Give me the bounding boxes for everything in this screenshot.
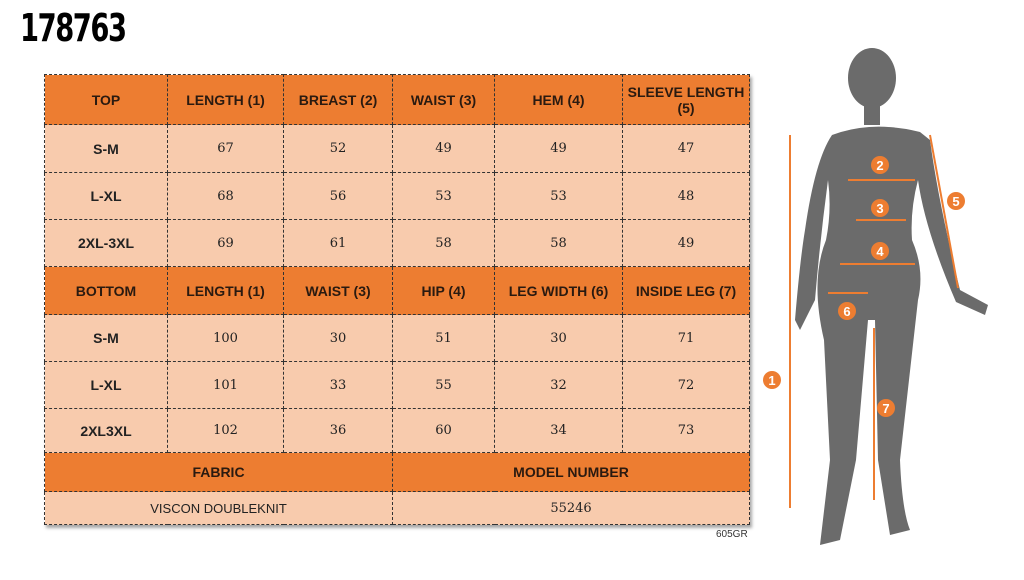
value-cell: 69 [167,219,284,267]
value-cell: 60 [392,408,495,453]
bottom-header-row: BOTTOM LENGTH (1) WAIST (3) HIP (4) LEG WIDT… [44,266,750,315]
size-cell: S-M [44,124,168,173]
bottom-header-cell: WAIST (3) [283,266,393,315]
product-code: 178763 [20,6,127,50]
fabric-value: VISCON DOUBLEKNIT [44,491,393,525]
bottom-table-row: S-M 100 30 51 30 71 [44,314,750,362]
value-cell: 30 [494,314,623,362]
top-header-cell: SLEEVE LENGTH (5) [622,74,750,125]
top-header-cell: TOP [44,74,168,125]
body-silhouette [795,48,988,546]
marker-6: 6 [838,302,856,320]
value-cell: 71 [622,314,750,362]
marker-2: 2 [871,156,889,174]
value-cell: 56 [283,172,393,220]
bottom-table-row: 2XL3XL 102 36 60 34 73 [44,408,750,453]
value-cell: 34 [494,408,623,453]
marker-3: 3 [871,199,889,217]
top-table-row: S-M 67 52 49 49 47 [44,124,750,173]
value-cell: 48 [622,172,750,220]
model-label: MODEL NUMBER [392,452,750,492]
bottom-header-cell: INSIDE LEG (7) [622,266,750,315]
value-cell: 47 [622,124,750,173]
value-cell: 52 [283,124,393,173]
svg-text:2: 2 [876,158,883,173]
info-header-row: FABRIC MODEL NUMBER [44,452,750,492]
bottom-header-cell: LEG WIDTH (6) [494,266,623,315]
value-cell: 36 [283,408,393,453]
body-measurement-figure: 1 2 3 4 5 6 7 [763,48,988,546]
size-chart-table: TOP LENGTH (1) BREAST (2) WAIST (3) HEM (4) S… [44,74,750,525]
bottom-header-cell: BOTTOM [44,266,168,315]
top-header-cell: BREAST (2) [283,74,393,125]
top-header-row: TOP LENGTH (1) BREAST (2) WAIST (3) HEM (4) S… [44,74,750,125]
value-cell: 30 [283,314,393,362]
model-value: 55246 [392,491,750,525]
svg-text:4: 4 [876,244,884,259]
value-cell: 101 [167,361,284,409]
value-cell: 73 [622,408,750,453]
value-cell: 49 [494,124,623,173]
svg-text:7: 7 [882,401,889,416]
svg-text:5: 5 [952,194,959,209]
size-cell: S-M [44,314,168,362]
bottom-header-cell: HIP (4) [392,266,495,315]
size-cell: L-XL [44,361,168,409]
top-table-row: L-XL 68 56 53 53 48 [44,172,750,220]
value-cell: 33 [283,361,393,409]
value-cell: 51 [392,314,495,362]
value-cell: 49 [392,124,495,173]
bottom-table-row: L-XL 101 33 55 32 72 [44,361,750,409]
value-cell: 55 [392,361,495,409]
value-cell: 100 [167,314,284,362]
size-cell: 2XL3XL [44,408,168,453]
value-cell: 61 [283,219,393,267]
size-cell: 2XL-3XL [44,219,168,267]
value-cell: 53 [494,172,623,220]
fabric-label: FABRIC [44,452,393,492]
marker-4: 4 [871,242,889,260]
value-cell: 58 [494,219,623,267]
svg-text:6: 6 [843,304,850,319]
value-cell: 49 [622,219,750,267]
value-cell: 72 [622,361,750,409]
marker-1: 1 [763,371,781,389]
value-cell: 32 [494,361,623,409]
svg-text:1: 1 [768,373,775,388]
marker-5: 5 [947,192,965,210]
size-cell: L-XL [44,172,168,220]
marker-7: 7 [877,399,895,417]
info-row: VISCON DOUBLEKNIT 55246 [44,491,750,525]
reference-code: 605GR [716,529,748,540]
measurement-lines [789,134,959,508]
value-cell: 58 [392,219,495,267]
bottom-header-cell: LENGTH (1) [167,266,284,315]
value-cell: 53 [392,172,495,220]
value-cell: 67 [167,124,284,173]
value-cell: 68 [167,172,284,220]
top-header-cell: HEM (4) [494,74,623,125]
top-header-cell: WAIST (3) [392,74,495,125]
top-header-cell: LENGTH (1) [167,74,284,125]
value-cell: 102 [167,408,284,453]
svg-text:3: 3 [876,201,883,216]
top-table-row: 2XL-3XL 69 61 58 58 49 [44,219,750,267]
